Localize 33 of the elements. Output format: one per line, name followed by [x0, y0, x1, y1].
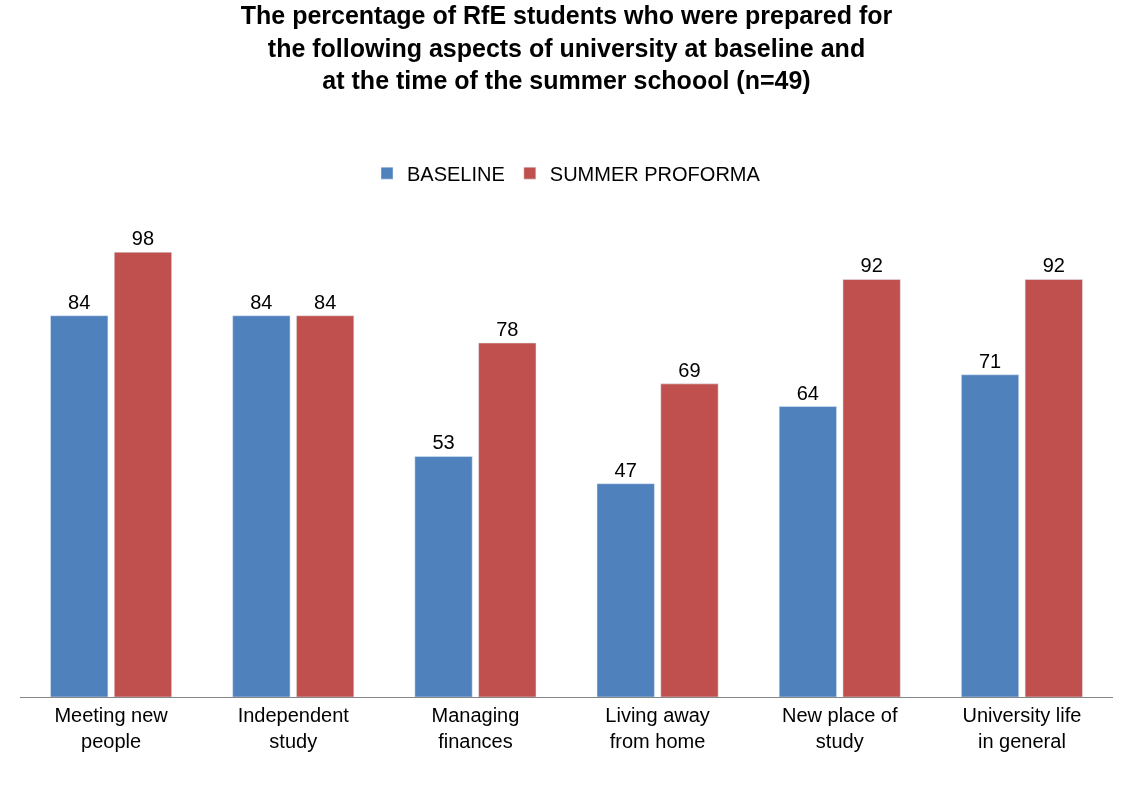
x-tick-label: Meeting new people [54, 704, 169, 752]
bar [414, 456, 473, 697]
bar [1024, 279, 1083, 697]
legend-label: BASELINE [407, 162, 505, 185]
x-tick-label: Independent study [237, 704, 350, 752]
data-label: 64 [796, 381, 819, 404]
x-tick-label: University life in general [962, 704, 1082, 752]
data-label: 71 [978, 349, 1002, 372]
data-label: 47 [614, 458, 637, 481]
bar [50, 315, 109, 697]
x-tick-label: Living away from home [605, 704, 710, 752]
bar [596, 483, 655, 697]
bar [114, 251, 172, 697]
bar [478, 342, 537, 697]
x-tick-label: New place of study [781, 704, 898, 752]
data-label: 84 [314, 290, 337, 313]
legend-label: SUMMER PROFORMA [549, 162, 761, 185]
data-label: 69 [678, 358, 701, 381]
chart-title: The percentage of RfE students who were prepared for the following aspects of university at baseline and at the time of the summer schoool (n=49) [240, 1, 893, 95]
data-label: 53 [432, 431, 455, 454]
bar [296, 315, 355, 697]
bar [778, 406, 837, 697]
bar [232, 315, 291, 697]
x-tick-label: Managing finances [431, 704, 520, 752]
data-label: 84 [68, 290, 91, 313]
data-label: 92 [1042, 254, 1065, 277]
bar [660, 383, 719, 697]
bar [961, 374, 1019, 697]
data-label: 98 [131, 227, 155, 250]
data-label: 92 [860, 254, 883, 277]
data-label: 84 [250, 290, 273, 313]
data-label: 78 [496, 318, 519, 341]
bar [842, 279, 901, 697]
